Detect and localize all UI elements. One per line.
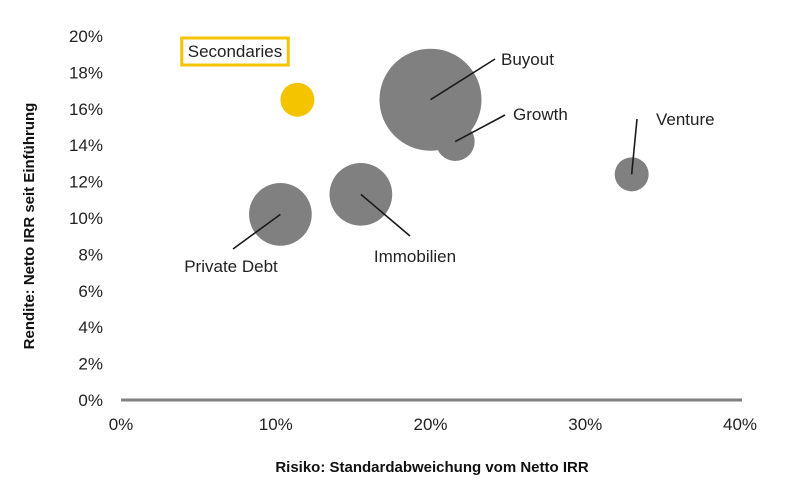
bubble-label: Venture: [656, 110, 715, 129]
bubble-label: Immobilien: [374, 247, 456, 266]
y-tick-label: 18%: [69, 63, 103, 82]
x-axis-title: Risiko: Standardabweichung vom Netto IRR: [275, 459, 589, 476]
y-axis-title: Rendite: Netto IRR seit Einführung: [21, 103, 38, 350]
y-tick-label: 6%: [78, 282, 103, 301]
bubble-secondaries: [280, 82, 315, 117]
y-tick-label: 4%: [78, 318, 103, 337]
y-tick-label: 10%: [69, 209, 103, 228]
highlight-label-box: [180, 36, 290, 67]
x-tick-labels: 0% 10% 20% 30% 40%: [109, 415, 757, 434]
y-tick-label: 2%: [78, 355, 103, 374]
x-tick-label: 40%: [723, 415, 757, 434]
leader-line: [630, 118, 638, 175]
leader-line: [454, 114, 506, 143]
bubble-label: Buyout: [501, 50, 554, 69]
bubble-label: Private Debt: [184, 257, 278, 276]
y-tick-labels: 0% 2% 4% 6% 8% 10% 12% 14% 16% 18% 20%: [69, 27, 103, 410]
y-tick-label: 0%: [78, 391, 103, 410]
y-tick-label: 20%: [69, 27, 103, 46]
y-tick-label: 12%: [69, 173, 103, 192]
leader-line: [360, 193, 411, 237]
leader-line: [430, 58, 496, 101]
bubbles: [249, 48, 649, 246]
y-tick-label: 8%: [78, 245, 103, 264]
x-tick-label: 0%: [109, 415, 134, 434]
x-tick-label: 30%: [568, 415, 602, 434]
bubble-label: Secondaries: [188, 42, 283, 61]
bubble-label: Growth: [513, 105, 568, 124]
bubble-labels: Secondaries Buyout Growth Venture Immobilien…: [180, 36, 715, 276]
leader-lines: [232, 58, 638, 250]
x-tick-label: 20%: [413, 415, 447, 434]
leader-line: [232, 213, 281, 250]
x-tick-label: 10%: [259, 415, 293, 434]
y-tick-label: 16%: [69, 100, 103, 119]
y-tick-label: 14%: [69, 136, 103, 155]
